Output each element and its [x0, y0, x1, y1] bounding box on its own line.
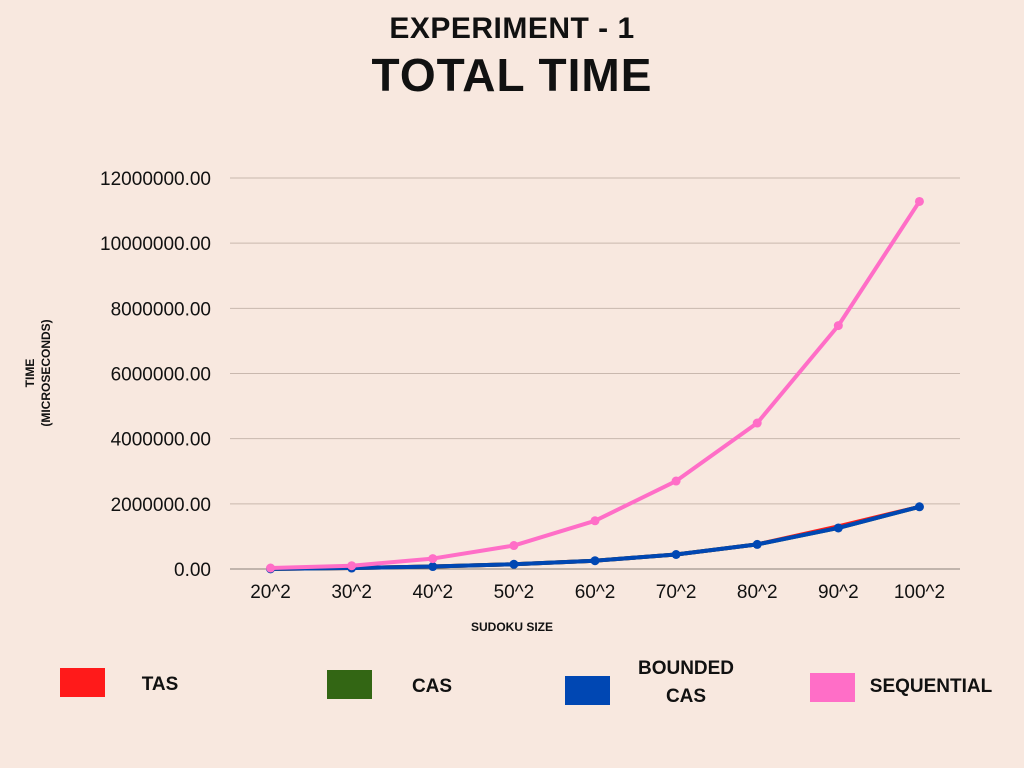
- data-point-bounded-cas: [752, 539, 762, 549]
- legend-swatch-tas: [60, 668, 105, 697]
- x-axis-title: SUDOKU SIZE: [471, 620, 553, 634]
- legend-swatch-sequential: [810, 673, 855, 702]
- x-tick-label: 80^2: [737, 582, 778, 603]
- x-tick-label: 70^2: [656, 582, 697, 603]
- legend-label-bounded-line1: BOUNDED: [637, 658, 735, 679]
- chart-title: EXPERIMENT - 1: [389, 12, 635, 45]
- data-point-sequential: [509, 541, 519, 551]
- x-tick-label: 40^2: [412, 582, 453, 603]
- data-point-sequential: [752, 418, 762, 428]
- x-tick-labels: 20^2 30^2 40^2 50^2 60^2 70^2 80^2 90^2 100^2: [250, 582, 945, 603]
- legend-swatch-bounded-cas: [565, 676, 610, 705]
- data-point-bounded-cas: [671, 550, 681, 560]
- y-tick-label: 4000000.00: [111, 430, 211, 451]
- x-tick-label: 30^2: [331, 582, 372, 603]
- y-axis-title-line2: (MICROSECONDS): [39, 319, 53, 426]
- data-point-bounded-cas: [914, 502, 924, 512]
- data-point-sequential: [914, 196, 924, 206]
- x-tick-label: 20^2: [250, 582, 291, 603]
- x-tick-label: 50^2: [494, 582, 535, 603]
- data-point-bounded-cas: [833, 523, 843, 533]
- legend-label-bounded-cas: BOUNDED CAS: [626, 655, 746, 711]
- legend-label-bounded-line2: CAS: [665, 686, 707, 707]
- y-tick-label: 2000000.00: [111, 495, 211, 516]
- legend-swatch-cas: [327, 670, 372, 699]
- data-point-sequential: [833, 321, 843, 331]
- y-tick-label: 12000000.00: [100, 169, 211, 190]
- y-tick-label: 0.00: [174, 560, 211, 581]
- data-point-sequential: [347, 561, 357, 571]
- x-tick-label: 60^2: [575, 582, 616, 603]
- data-point-bounded-cas: [428, 562, 438, 572]
- data-point-sequential: [671, 476, 681, 486]
- y-tick-labels: 0.00 2000000.00 4000000.00 6000000.00 800000…: [100, 169, 211, 581]
- title-block: EXPERIMENT - 1 TOTAL TIME: [0, 12, 1024, 102]
- series-lines: [266, 196, 924, 574]
- series-line-sequential: [268, 199, 922, 571]
- data-point-sequential: [266, 563, 276, 573]
- y-tick-label: 6000000.00: [111, 365, 211, 386]
- y-tick-label: 8000000.00: [111, 299, 211, 320]
- x-tick-label: 90^2: [818, 582, 859, 603]
- y-axis-title-line1: TIME: [23, 359, 37, 388]
- line-chart: 0.00 2000000.00 4000000.00 6000000.00 800000…: [23, 169, 960, 634]
- legend-label-sequential: SEQUENTIAL: [869, 676, 993, 697]
- y-tick-label: 10000000.00: [100, 234, 211, 255]
- data-point-bounded-cas: [509, 559, 519, 569]
- data-point-bounded-cas: [590, 556, 600, 566]
- data-point-sequential: [428, 554, 438, 564]
- legend-label-tas: TAS: [141, 674, 179, 695]
- chart-subtitle: TOTAL TIME: [371, 49, 653, 101]
- legend-label-cas: CAS: [411, 676, 453, 697]
- grid-lines: [230, 177, 960, 570]
- data-point-sequential: [590, 516, 600, 526]
- x-tick-label: 100^2: [894, 582, 945, 603]
